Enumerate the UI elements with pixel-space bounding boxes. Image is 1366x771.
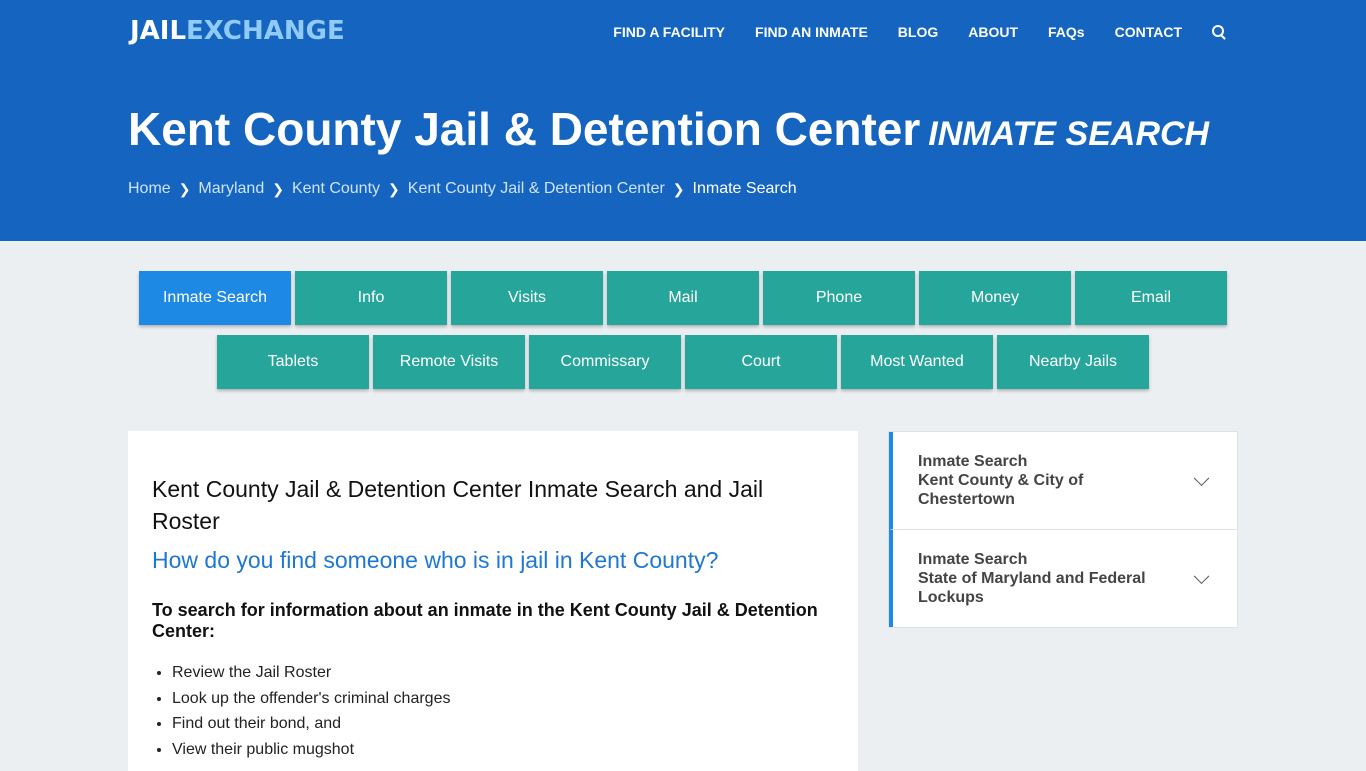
chevron-right-icon: ❯ [272, 180, 284, 197]
chevron-down-icon [1193, 567, 1210, 584]
nav-find-facility[interactable]: FIND A FACILITY [613, 24, 726, 40]
logo-jail: JAIL [130, 16, 187, 46]
nav-contact[interactable]: CONTACT [1114, 24, 1182, 40]
hero: Kent County Jail & Detention Center INMAT… [0, 64, 1366, 241]
content-intro: To search for information about an inmat… [152, 600, 818, 641]
title-subtitle: INMATE SEARCH [928, 115, 1210, 153]
breadcrumb-facility[interactable]: Kent County Jail & Detention Center [407, 180, 665, 197]
chevron-right-icon: ❯ [388, 180, 400, 197]
accordion-county-search[interactable]: Inmate Search Kent County & City of Ches… [889, 432, 1237, 529]
list-item: Find out their bond, and [172, 711, 834, 737]
accordion-sublabel: State of Maryland and Federal Lockups [918, 570, 1146, 606]
tab-money[interactable]: Money [919, 271, 1071, 325]
nav-about[interactable]: ABOUT [968, 24, 1019, 40]
top-nav: JAILEXCHANGE FIND A FACILITY FIND AN INM… [0, 0, 1366, 64]
search-icon[interactable] [1212, 25, 1226, 39]
chevron-down-icon [1193, 469, 1210, 486]
nav-faqs[interactable]: FAQs [1048, 24, 1085, 40]
main-menu: FIND A FACILITY FIND AN INMATE BLOG ABOU… [613, 0, 1226, 64]
tab-most-wanted[interactable]: Most Wanted [841, 335, 993, 389]
list-item: Review the Jail Roster [172, 660, 834, 686]
title-text: Kent County Jail & Detention Center [128, 103, 921, 155]
logo-exchange: EXCHANGE [186, 16, 345, 46]
content-question: How do you find someone who is in jail i… [152, 547, 719, 573]
breadcrumb-county[interactable]: Kent County [291, 180, 381, 197]
sidebar: Inmate Search Kent County & City of Ches… [888, 431, 1238, 628]
tab-commissary[interactable]: Commissary [529, 335, 681, 389]
accordion-label: Inmate Search [918, 551, 1028, 568]
tab-inmate-search[interactable]: Inmate Search [139, 271, 291, 325]
tab-phone[interactable]: Phone [763, 271, 915, 325]
breadcrumb-state[interactable]: Maryland [198, 180, 265, 197]
tab-nearby-jails[interactable]: Nearby Jails [997, 335, 1149, 389]
tab-visits[interactable]: Visits [451, 271, 603, 325]
tab-info[interactable]: Info [295, 271, 447, 325]
steps-list: Review the Jail Roster Look up the offen… [172, 660, 834, 762]
nav-blog[interactable]: BLOG [897, 24, 939, 40]
list-item: Look up the offender's criminal charges [172, 686, 834, 712]
main-content: Kent County Jail & Detention Center Inma… [128, 431, 858, 771]
chevron-right-icon: ❯ [178, 180, 191, 197]
breadcrumb-home[interactable]: Home [128, 180, 171, 197]
tab-email[interactable]: Email [1075, 271, 1227, 325]
breadcrumb: Home ❯ Maryland ❯ Kent County ❯ Kent County… [128, 180, 797, 198]
page-title: Kent County Jail & Detention Center INMAT… [128, 102, 1209, 156]
breadcrumb-current: Inmate Search [692, 180, 797, 197]
tab-remote-visits[interactable]: Remote Visits [373, 335, 525, 389]
list-item: View their public mugshot [172, 737, 834, 763]
logo[interactable]: JAILEXCHANGE [130, 16, 345, 46]
content-heading: Kent County Jail & Detention Center Inma… [152, 476, 764, 534]
accordion-sublabel: Kent County & City of Chestertown [918, 472, 1084, 508]
accordion-state-search[interactable]: Inmate Search State of Maryland and Fede… [889, 529, 1237, 627]
accordion-label: Inmate Search [918, 453, 1028, 470]
facility-tabs: Inmate Search Info Visits Mail Phone Mon… [0, 271, 1366, 399]
tab-court[interactable]: Court [685, 335, 837, 389]
tab-tablets[interactable]: Tablets [217, 335, 369, 389]
chevron-right-icon: ❯ [672, 180, 685, 197]
nav-find-inmate[interactable]: FIND AN INMATE [755, 24, 868, 40]
tab-mail[interactable]: Mail [607, 271, 759, 325]
